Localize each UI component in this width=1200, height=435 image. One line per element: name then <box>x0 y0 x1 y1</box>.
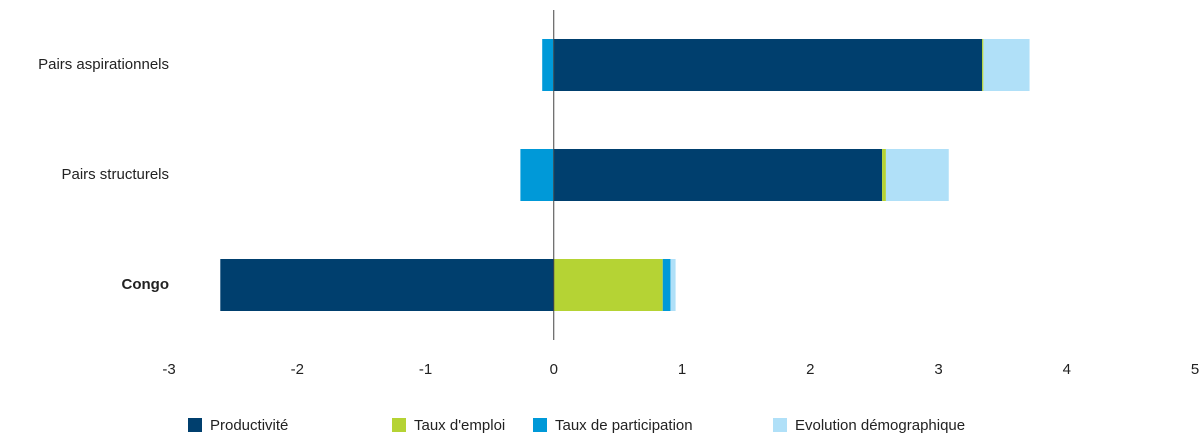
x-tick-label: 4 <box>1063 361 1071 378</box>
legend-label: Taux d'emploi <box>414 417 505 434</box>
bar <box>983 39 1030 91</box>
x-tick-label: -2 <box>291 361 304 378</box>
legend-label: Productivité <box>210 417 288 434</box>
y-tick-label: Congo <box>122 276 169 293</box>
bar <box>670 259 676 311</box>
bar <box>882 149 886 201</box>
bar <box>542 39 554 91</box>
legend-label: Evolution démographique <box>795 417 965 434</box>
bar <box>553 149 883 201</box>
x-tick-label: -1 <box>419 361 432 378</box>
bar <box>520 149 554 201</box>
x-tick-label: -3 <box>162 361 175 378</box>
x-tick-label: 1 <box>678 361 686 378</box>
legend-label: Taux de participation <box>555 417 693 434</box>
y-tick-label: Pairs structurels <box>61 166 169 183</box>
x-tick-label: 0 <box>550 361 558 378</box>
x-tick-label: 3 <box>934 361 942 378</box>
legend-swatch <box>188 418 202 432</box>
bar <box>982 39 984 91</box>
x-tick-label: 5 <box>1191 361 1199 378</box>
bar <box>220 259 554 311</box>
bar <box>553 39 983 91</box>
legend-swatch <box>392 418 406 432</box>
bar <box>553 259 663 311</box>
bar <box>662 259 671 311</box>
bar <box>885 149 949 201</box>
legend-swatch <box>773 418 787 432</box>
legend-swatch <box>533 418 547 432</box>
x-tick-label: 2 <box>806 361 814 378</box>
y-tick-label: Pairs aspirationnels <box>38 56 169 73</box>
